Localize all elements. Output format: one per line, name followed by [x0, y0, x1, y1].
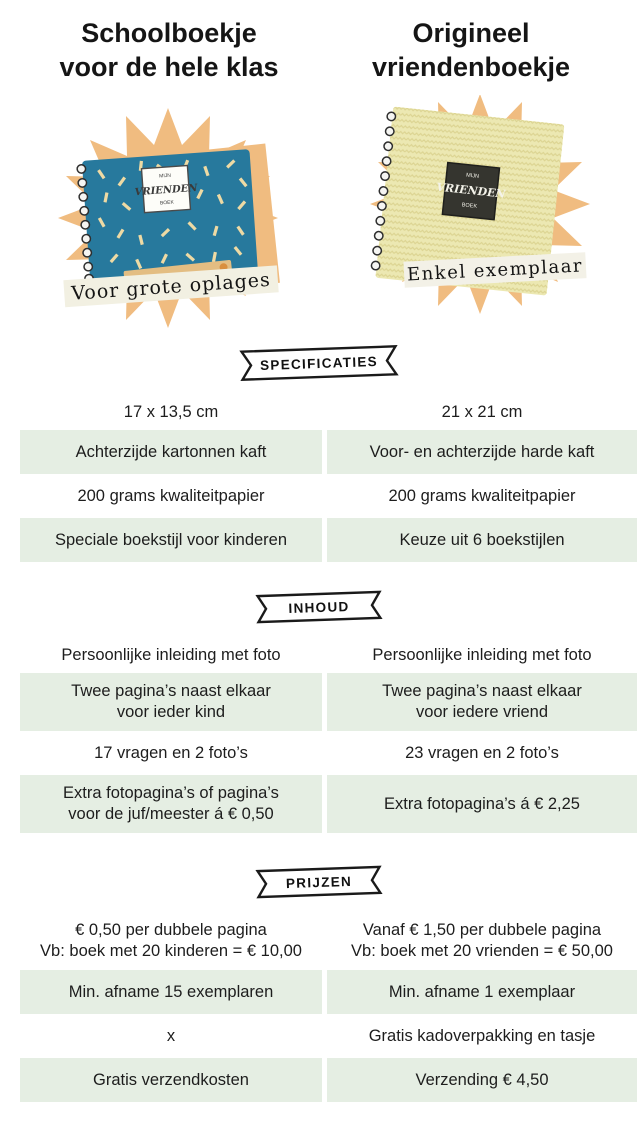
notebook-illustration-left: MIJN VRIENDEN BOEK Voor grote oplages — [58, 108, 280, 328]
column-titles: Schoolboekje voor de hele klas Origineel… — [0, 16, 637, 96]
cell-right: Verzending € 4,50 — [327, 1058, 637, 1102]
cell-left: Min. afname 15 exemplaren — [20, 970, 322, 1014]
cell-right: 23 vragen en 2 foto’s — [405, 743, 559, 762]
cell-left: Achterzijde kartonnen kaft — [20, 430, 322, 474]
cell-right: 200 grams kwaliteitpapier — [388, 486, 576, 505]
logo-line2: VRIENDEN — [134, 183, 198, 198]
table-row: Twee pagina’s naast elkaar voor ieder ki… — [20, 673, 637, 731]
table-row: Min. afname 15 exemplaren Min. afname 1 … — [20, 970, 637, 1014]
table-row: Extra fotopagina’s of pagina’s voor de j… — [20, 775, 637, 833]
table-row: x Gratis kadoverpakking en tasje — [20, 1014, 637, 1058]
specificaties-title: SPECIFICATIES — [259, 353, 378, 373]
table-row: € 0,50 per dubbele pagina Vb: boek met 2… — [20, 912, 637, 970]
inhoud-title: INHOUD — [287, 598, 350, 616]
table-row: 17 vragen en 2 foto’s 23 vragen en 2 fot… — [20, 731, 637, 775]
confetti-pattern — [97, 159, 248, 270]
right-product-title: Origineel vriendenboekje — [320, 16, 622, 84]
cell-left: € 0,50 per dubbele pagina Vb: boek met 2… — [40, 921, 302, 960]
cell-left: x — [166, 1026, 176, 1045]
specificaties-table: 17 x 13,5 cm 21 x 21 cm Achterzijde kart… — [20, 394, 637, 562]
ribbon-icon — [254, 590, 383, 624]
product-figures: MIJN VRIENDEN BOEK Voor grote oplages — [0, 95, 637, 340]
specificaties-banner: SPECIFICATIES — [238, 343, 399, 383]
cell-right: Extra fotopagina’s á € 2,25 — [327, 775, 637, 833]
prijzen-table: € 0,50 per dubbele pagina Vb: boek met 2… — [20, 912, 637, 1102]
logo-square — [140, 164, 192, 214]
cell-right: Gratis kadoverpakking en tasje — [368, 1026, 596, 1045]
ribbon-icon — [254, 865, 383, 899]
inhoud-table: Persoonlijke inleiding met foto Persoonl… — [20, 637, 637, 833]
logo-line3: BOEK — [461, 202, 477, 210]
right-title-line1: Origineel — [412, 18, 530, 48]
cell-left: 17 vragen en 2 foto’s — [94, 743, 248, 762]
teal-notebook: MIJN VRIENDEN BOEK — [76, 149, 258, 284]
cell-right: Keuze uit 6 boekstijlen — [327, 518, 637, 562]
left-product-title: Schoolboekje voor de hele klas — [14, 16, 324, 84]
cell-left: Persoonlijke inleiding met foto — [61, 645, 281, 664]
left-title-line2: voor de hele klas — [59, 52, 279, 82]
cream-notebook: MIJN VRIENDEN BOEK — [370, 106, 565, 296]
logo-line1: MIJN — [466, 173, 479, 180]
notebook-illustration-right: MIJN VRIENDEN BOEK Enkel exemplaar — [370, 95, 590, 314]
cell-right: Vanaf € 1,50 per dubbele pagina Vb: boek… — [351, 921, 613, 960]
table-row: Gratis verzendkosten Verzending € 4,50 — [20, 1058, 637, 1102]
prijzen-title: PRIJZEN — [285, 873, 352, 891]
logo-line1: MIJN — [159, 173, 171, 180]
table-row: Persoonlijke inleiding met foto Persoonl… — [20, 637, 637, 673]
inhoud-banner: INHOUD — [254, 589, 383, 625]
right-title-line2: vriendenboekje — [371, 52, 571, 82]
cell-left: Extra fotopagina’s of pagina’s voor de j… — [20, 775, 322, 833]
table-row: 200 grams kwaliteitpapier 200 grams kwal… — [20, 474, 637, 518]
section-specificaties: SPECIFICATIES 17 x 13,5 cm 21 x 21 cm Ac… — [0, 343, 637, 562]
spiral-binding — [370, 111, 397, 271]
cell-right: 21 x 21 cm — [441, 402, 523, 421]
cell-left: 200 grams kwaliteitpapier — [77, 486, 265, 505]
table-row: 17 x 13,5 cm 21 x 21 cm — [20, 394, 637, 430]
section-prijzen: PRIJZEN € 0,50 per dubbele pagina Vb: bo… — [0, 864, 637, 1102]
cell-left: Twee pagina’s naast elkaar voor ieder ki… — [20, 673, 322, 731]
logo-line3: BOEK — [160, 200, 175, 207]
table-row: Achterzijde kartonnen kaft Voor- en acht… — [20, 430, 637, 474]
cell-left: 17 x 13,5 cm — [123, 402, 219, 421]
right-caption-strip: Enkel exemplaar — [403, 252, 587, 288]
section-inhoud: INHOUD Persoonlijke inleiding met foto P… — [0, 589, 637, 833]
prijzen-banner: PRIJZEN — [254, 864, 383, 900]
cell-right: Min. afname 1 exemplaar — [327, 970, 637, 1014]
table-row: Speciale boekstijl voor kinderen Keuze u… — [20, 518, 637, 562]
cell-right: Voor- en achterzijde harde kaft — [327, 430, 637, 474]
ribbon-icon — [238, 345, 399, 381]
left-title-line1: Schoolboekje — [81, 18, 257, 48]
cell-left: Speciale boekstijl voor kinderen — [20, 518, 322, 562]
cell-right: Persoonlijke inleiding met foto — [372, 645, 592, 664]
logo-square — [441, 161, 501, 221]
cell-left: Gratis verzendkosten — [20, 1058, 322, 1102]
cell-right: Twee pagina’s naast elkaar voor iedere v… — [327, 673, 637, 731]
